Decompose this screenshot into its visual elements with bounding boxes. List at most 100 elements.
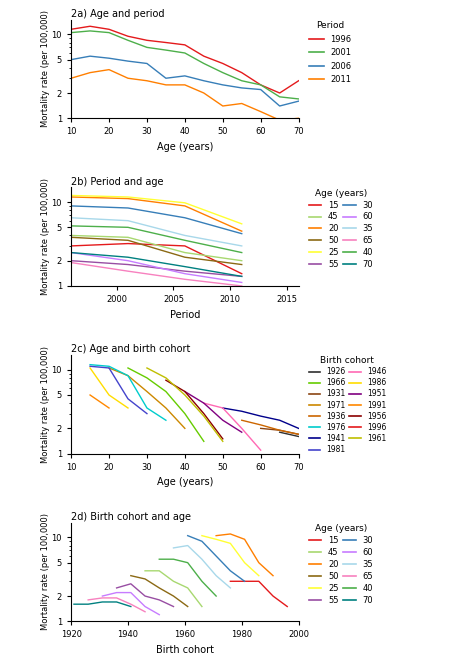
Line: 50: 50 [131, 576, 188, 606]
40 [185, 559, 191, 566]
50 [171, 592, 176, 600]
20 [125, 195, 131, 203]
20 [182, 202, 188, 210]
30 [125, 204, 131, 212]
50 [128, 572, 134, 579]
Line: 60: 60 [71, 252, 242, 283]
40 [213, 592, 219, 600]
Line: 30: 30 [188, 536, 245, 581]
2006 [106, 54, 112, 62]
1971 [144, 388, 150, 396]
25 [125, 193, 131, 201]
30 [239, 230, 245, 237]
1966 [182, 409, 188, 417]
2006 [144, 60, 150, 67]
2001 [144, 43, 150, 51]
2006 [296, 97, 301, 105]
70 [114, 598, 119, 606]
1996 [106, 26, 112, 33]
1956 [182, 388, 188, 396]
1971 [106, 364, 112, 372]
20 [239, 227, 245, 235]
Line: 25: 25 [202, 536, 259, 576]
Legend: 1926, 1966, 1931, 1971, 1936, 1976, 1941, 1981, 1946, 1986, 1951, 1991, 1956, 19: 1926, 1966, 1931, 1971, 1936, 1976, 1941… [305, 353, 389, 457]
1996 [201, 52, 207, 60]
2011 [296, 114, 301, 122]
30 [199, 538, 205, 545]
Line: 15: 15 [230, 581, 287, 606]
60 [239, 279, 245, 286]
35 [182, 232, 188, 239]
35 [185, 542, 191, 549]
40 [182, 236, 188, 244]
60 [142, 602, 148, 610]
65 [85, 596, 91, 604]
1981 [87, 362, 93, 370]
50 [239, 260, 245, 268]
1976 [106, 362, 112, 370]
60 [100, 592, 105, 600]
Line: 1996: 1996 [71, 26, 299, 93]
Line: 40: 40 [159, 559, 216, 596]
1926 [277, 428, 283, 436]
60 [156, 611, 162, 619]
65 [128, 600, 134, 608]
35 [213, 572, 219, 579]
2011 [144, 77, 150, 84]
1966 [201, 438, 207, 445]
1926 [296, 432, 301, 440]
1976 [144, 404, 150, 412]
70 [100, 598, 105, 606]
1981 [125, 395, 131, 403]
25 [242, 559, 247, 566]
25 [68, 192, 74, 199]
Line: 1991: 1991 [90, 395, 109, 408]
1976 [87, 361, 93, 369]
15 [284, 602, 290, 610]
Line: 2006: 2006 [71, 56, 299, 106]
45 [185, 584, 191, 592]
45 [199, 602, 205, 610]
30 [242, 577, 247, 585]
1961 [220, 438, 226, 445]
20 [68, 193, 74, 201]
50 [125, 236, 131, 244]
Line: 1976: 1976 [90, 365, 166, 421]
25 [199, 532, 205, 540]
2006 [201, 77, 207, 84]
65 [100, 594, 105, 602]
70 [182, 263, 188, 271]
1996 [239, 69, 245, 77]
2006 [277, 102, 283, 110]
Line: 25: 25 [71, 196, 242, 224]
1931 [277, 426, 283, 434]
2001 [201, 60, 207, 67]
1946 [201, 399, 207, 407]
Line: 1951: 1951 [185, 392, 242, 432]
Line: 55: 55 [117, 584, 173, 606]
70 [68, 249, 74, 256]
1996 [163, 39, 169, 46]
2011 [220, 102, 226, 110]
Line: 15: 15 [71, 243, 242, 273]
1966 [163, 388, 169, 396]
1981 [144, 409, 150, 417]
2011 [87, 69, 93, 77]
Legend: 15, 45, 20, 50, 25, 55, 30, 60, 35, 65, 40, 70: 15, 45, 20, 50, 25, 55, 30, 60, 35, 65, … [305, 521, 376, 608]
2011 [201, 89, 207, 97]
1941 [239, 407, 245, 415]
1966 [125, 364, 131, 372]
40 [156, 555, 162, 563]
50 [182, 253, 188, 261]
20 [270, 572, 276, 579]
2001 [277, 93, 283, 101]
40 [68, 222, 74, 230]
Line: 65: 65 [88, 598, 145, 611]
2001 [106, 29, 112, 37]
25 [182, 199, 188, 207]
1981 [106, 364, 112, 372]
1946 [258, 446, 264, 454]
1976 [163, 417, 169, 424]
Line: 1986: 1986 [90, 368, 128, 408]
70 [85, 600, 91, 608]
